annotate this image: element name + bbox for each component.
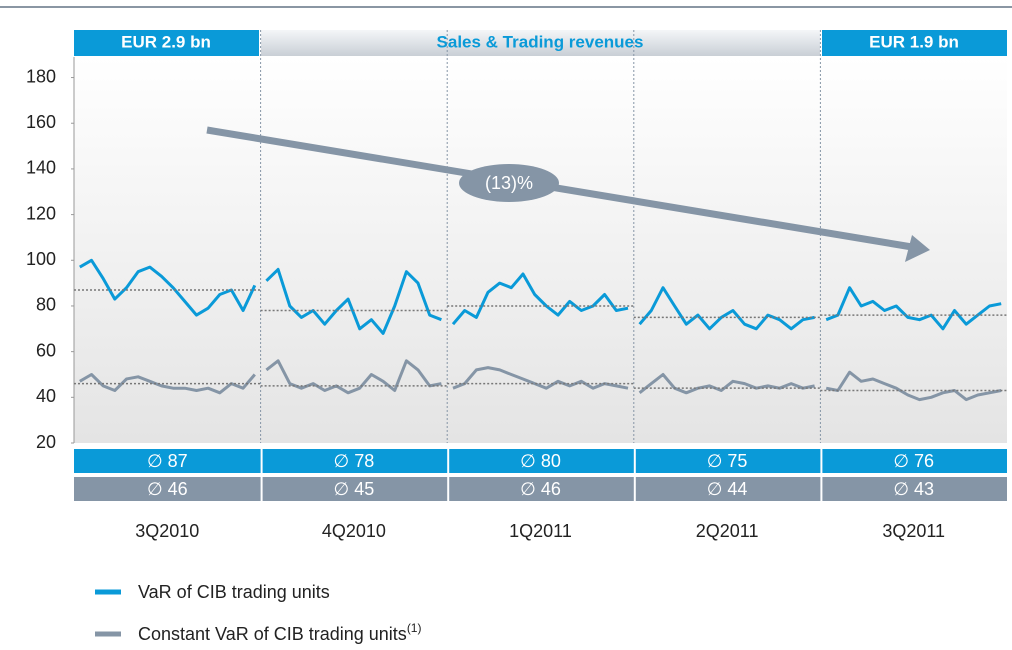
series-line <box>825 370 1002 402</box>
series-line <box>451 272 629 326</box>
series-line <box>265 267 442 335</box>
average-cell <box>822 477 1007 501</box>
banner-text: EUR 2.9 bn <box>121 32 211 51</box>
annotation: (13)% <box>485 173 533 193</box>
average-cell <box>449 477 634 501</box>
average-cell <box>74 449 261 473</box>
y-tick-label: 60 <box>36 340 56 360</box>
banner-text: EUR 1.9 bn <box>869 32 959 51</box>
legend-label: VaR of CIB trading units <box>138 582 330 602</box>
average-label: ∅ 80 <box>520 451 561 471</box>
y-tick-label: 140 <box>26 158 56 178</box>
x-tick-label: 1Q2011 <box>509 521 572 541</box>
average-label: ∅ 44 <box>707 479 748 499</box>
average-label: ∅ 46 <box>520 479 561 499</box>
series-line <box>825 286 1002 331</box>
average-label: ∅ 45 <box>334 479 375 499</box>
annotation-bubble <box>459 164 559 202</box>
average-label: ∅ 75 <box>707 451 748 471</box>
y-tick-label: 160 <box>26 112 56 132</box>
y-tick-label: 20 <box>36 432 56 452</box>
series-line <box>638 373 815 395</box>
average-label: ∅ 76 <box>893 451 934 471</box>
average-cell <box>449 449 634 473</box>
legend-text: Constant VaR of CIB trading units <box>138 624 407 644</box>
average-cell <box>262 477 448 501</box>
series-line <box>79 258 257 317</box>
average-label: ∅ 43 <box>893 479 934 499</box>
average-cell <box>635 477 821 501</box>
average-cell <box>635 449 821 473</box>
banner-middle <box>261 30 820 56</box>
banner-text: Sales & Trading revenues <box>437 32 644 51</box>
average-label: ∅ 87 <box>147 451 188 471</box>
arrow-head <box>905 235 930 262</box>
series-line <box>79 373 256 395</box>
y-tick-label: 180 <box>26 66 56 86</box>
plot-area <box>74 57 1007 443</box>
average-cell <box>822 449 1007 473</box>
series-line <box>638 286 815 331</box>
series-line <box>452 366 629 390</box>
trend-arrow <box>206 126 913 251</box>
average-label: ∅ 78 <box>334 451 375 471</box>
average-cell <box>262 449 448 473</box>
banner-right <box>822 30 1007 56</box>
legend-label: Constant VaR of CIB trading units(1) <box>138 621 421 644</box>
series-line <box>265 359 442 395</box>
footnote-marker: (1) <box>407 621 422 635</box>
x-tick-label: 4Q2010 <box>322 521 386 541</box>
x-tick-label: 2Q2011 <box>696 521 759 541</box>
y-tick-label: 100 <box>26 249 56 269</box>
x-tick-label: 3Q2011 <box>882 521 945 541</box>
banner-left <box>74 30 259 56</box>
average-label: ∅ 46 <box>147 479 188 499</box>
y-tick-label: 40 <box>36 386 56 406</box>
y-tick-label: 80 <box>36 295 56 315</box>
y-tick-label: 120 <box>26 203 56 223</box>
average-cell <box>74 477 261 501</box>
x-tick-label: 3Q2010 <box>135 521 199 541</box>
